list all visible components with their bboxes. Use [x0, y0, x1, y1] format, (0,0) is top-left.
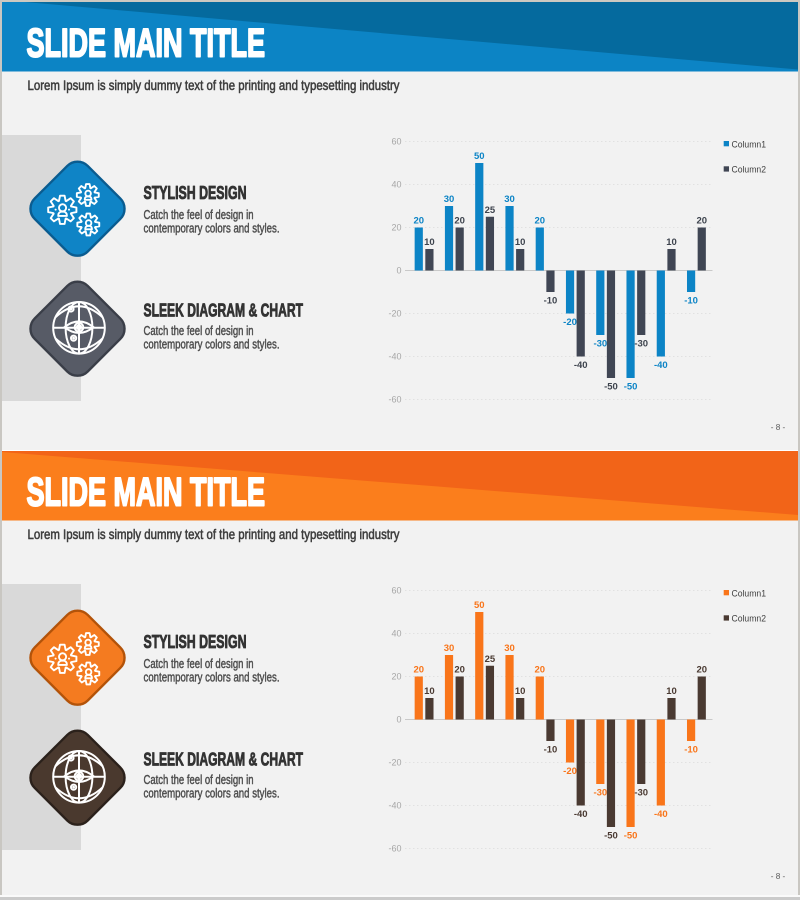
- svg-text:10: 10: [515, 237, 526, 248]
- svg-text:Catch the feel of design in: Catch the feel of design in: [144, 656, 254, 671]
- svg-text:-40: -40: [574, 360, 588, 371]
- svg-text:contemporary colors and styles: contemporary colors and styles.: [144, 786, 280, 801]
- svg-text:-50: -50: [624, 381, 638, 392]
- svg-text:-10: -10: [544, 295, 558, 306]
- svg-text:-20: -20: [388, 758, 401, 768]
- svg-text:Catch the feel of design in: Catch the feel of design in: [144, 207, 254, 222]
- svg-text:20: 20: [696, 216, 707, 227]
- svg-text:Catch the feel of design in: Catch the feel of design in: [144, 772, 254, 787]
- svg-text:-30: -30: [634, 787, 648, 798]
- svg-text:30: 30: [444, 643, 455, 654]
- svg-text:20: 20: [391, 223, 401, 233]
- svg-text:-60: -60: [388, 844, 401, 854]
- svg-text:20: 20: [391, 672, 401, 682]
- svg-text:Catch the feel of design in: Catch the feel of design in: [144, 323, 254, 338]
- svg-text:-40: -40: [388, 352, 401, 362]
- svg-text:-60: -60: [388, 395, 401, 405]
- svg-text:Lorem Ipsum is simply dummy te: Lorem Ipsum is simply dummy text of the …: [28, 526, 400, 542]
- svg-text:Column2: Column2: [732, 614, 767, 624]
- svg-text:-20: -20: [388, 309, 401, 319]
- svg-text:-50: -50: [604, 830, 618, 841]
- svg-text:20: 20: [454, 216, 465, 227]
- svg-text:30: 30: [504, 194, 515, 205]
- svg-text:STYLISH DESIGN: STYLISH DESIGN: [144, 183, 247, 203]
- svg-text:50: 50: [474, 600, 485, 611]
- svg-text:Column2: Column2: [732, 165, 767, 175]
- svg-text:contemporary colors and styles: contemporary colors and styles.: [144, 221, 280, 236]
- svg-text:60: 60: [391, 137, 401, 147]
- svg-text:25: 25: [485, 654, 496, 665]
- svg-text:-30: -30: [593, 787, 607, 798]
- svg-text:20: 20: [454, 665, 465, 676]
- svg-text:SLEEK DIAGRAM & CHART: SLEEK DIAGRAM & CHART: [144, 750, 304, 770]
- svg-text:-10: -10: [684, 295, 698, 306]
- svg-text:0: 0: [396, 266, 401, 276]
- svg-text:SLEEK DIAGRAM & CHART: SLEEK DIAGRAM & CHART: [144, 301, 304, 321]
- svg-text:Lorem Ipsum is simply dummy te: Lorem Ipsum is simply dummy text of the …: [28, 77, 400, 93]
- svg-text:10: 10: [424, 686, 435, 697]
- svg-text:-20: -20: [563, 766, 577, 777]
- svg-text:-40: -40: [388, 801, 401, 811]
- svg-text:30: 30: [504, 643, 515, 654]
- svg-text:20: 20: [696, 665, 707, 676]
- svg-text:-10: -10: [684, 744, 698, 755]
- svg-text:30: 30: [444, 194, 455, 205]
- svg-text:40: 40: [391, 180, 401, 190]
- svg-text:20: 20: [535, 665, 546, 676]
- svg-text:-30: -30: [634, 338, 648, 349]
- svg-text:- 8 -: - 8 -: [771, 872, 786, 881]
- svg-text:10: 10: [666, 686, 677, 697]
- svg-text:-20: -20: [563, 317, 577, 328]
- svg-text:-50: -50: [624, 830, 638, 841]
- svg-text:-30: -30: [593, 338, 607, 349]
- svg-text:25: 25: [485, 205, 496, 216]
- svg-text:10: 10: [666, 237, 677, 248]
- svg-text:Column1: Column1: [732, 139, 767, 149]
- svg-text:contemporary colors and styles: contemporary colors and styles.: [144, 337, 280, 352]
- svg-text:20: 20: [535, 216, 546, 227]
- svg-text:-40: -40: [574, 809, 588, 820]
- svg-text:SLIDE MAIN TITLE: SLIDE MAIN TITLE: [27, 22, 266, 66]
- svg-text:- 8 -: - 8 -: [771, 423, 786, 432]
- svg-text:contemporary colors and styles: contemporary colors and styles.: [144, 670, 280, 685]
- svg-text:-10: -10: [544, 744, 558, 755]
- svg-text:20: 20: [413, 665, 424, 676]
- svg-text:-40: -40: [654, 809, 668, 820]
- svg-text:10: 10: [515, 686, 526, 697]
- svg-text:0: 0: [396, 715, 401, 725]
- svg-text:Column1: Column1: [732, 588, 767, 598]
- svg-text:60: 60: [391, 586, 401, 596]
- svg-text:-50: -50: [604, 381, 618, 392]
- svg-text:10: 10: [424, 237, 435, 248]
- svg-text:-40: -40: [654, 360, 668, 371]
- svg-text:SLIDE MAIN TITLE: SLIDE MAIN TITLE: [27, 471, 266, 515]
- svg-text:20: 20: [413, 216, 424, 227]
- svg-text:40: 40: [391, 629, 401, 639]
- svg-text:STYLISH DESIGN: STYLISH DESIGN: [144, 632, 247, 652]
- svg-text:50: 50: [474, 151, 485, 162]
